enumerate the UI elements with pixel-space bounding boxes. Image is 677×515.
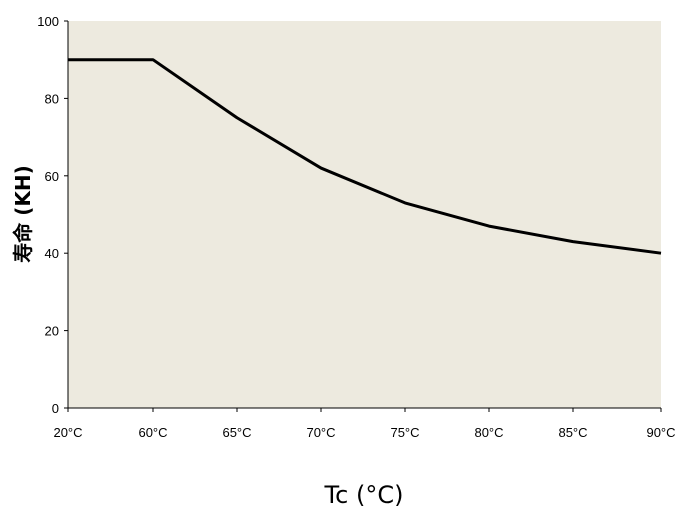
x-tick-label: 20°C bbox=[53, 425, 82, 440]
x-axis-title: Tc (°C) bbox=[324, 481, 404, 509]
y-tick-label: 40 bbox=[45, 246, 59, 261]
y-axis-ticks: 0 20 40 60 80 100 bbox=[37, 14, 68, 416]
axes bbox=[67, 21, 661, 409]
y-tick-label: 80 bbox=[45, 91, 59, 106]
series-line bbox=[68, 58, 662, 255]
x-axis-ticks: 20°C 60°C 65°C 70°C 75°C 80°C 85°C 90°C bbox=[53, 408, 676, 440]
x-tick-label: 85°C bbox=[558, 425, 587, 440]
series-layer bbox=[67, 58, 662, 255]
y-tick-label: 100 bbox=[37, 14, 59, 29]
y-tick-label: 20 bbox=[45, 324, 59, 339]
x-tick-label: 60°C bbox=[138, 425, 167, 440]
x-tick-label: 65°C bbox=[222, 425, 251, 440]
x-tick-label: 70°C bbox=[306, 425, 335, 440]
y-tick-label: 60 bbox=[45, 169, 59, 184]
plot-area bbox=[68, 21, 661, 408]
x-tick-label: 90°C bbox=[646, 425, 675, 440]
x-tick-label: 75°C bbox=[390, 425, 419, 440]
y-axis-title: 寿命 (KH) bbox=[11, 165, 35, 262]
x-tick-label: 80°C bbox=[474, 425, 503, 440]
y-tick-label: 0 bbox=[52, 401, 59, 416]
